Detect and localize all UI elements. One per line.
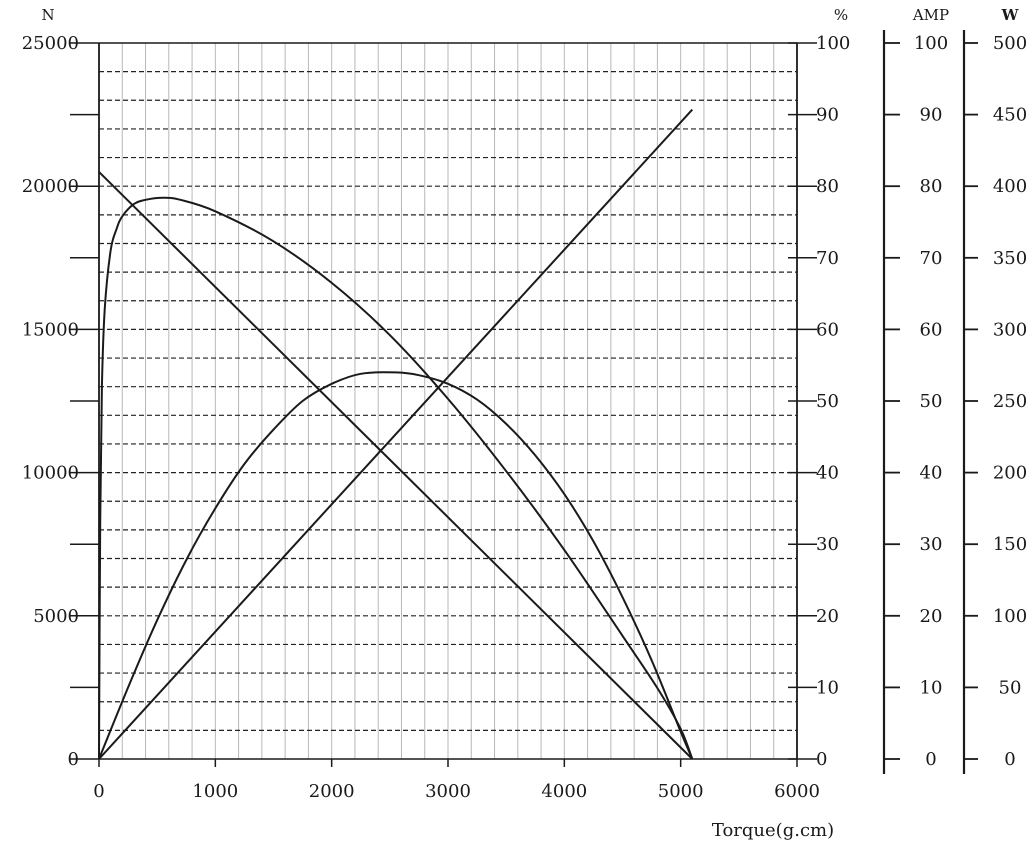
- power-axis-unit: W: [1001, 6, 1020, 24]
- current-tick-label: 70: [920, 248, 943, 269]
- current-tick-label: 90: [920, 105, 943, 126]
- speed-tick-label: 0: [68, 749, 79, 770]
- current-tick-label: 0: [925, 749, 936, 770]
- current-tick-label: 80: [920, 176, 943, 197]
- speed-tick-label: 10000: [22, 463, 79, 484]
- efficiency-tick-label: 0: [816, 749, 827, 770]
- power-tick-label: 350: [993, 248, 1027, 269]
- current-tick-label: 100: [914, 33, 948, 54]
- efficiency-tick-label: 10: [816, 677, 839, 698]
- current-tick-label: 20: [920, 606, 943, 627]
- current-tick-label: 60: [920, 319, 943, 340]
- x-axis-title: Torque(g.cm): [712, 820, 834, 841]
- speed-tick-label: 20000: [22, 176, 79, 197]
- efficiency-tick-label: 80: [816, 176, 839, 197]
- power-tick-label: 300: [993, 319, 1027, 340]
- current-axis-unit: AMP: [912, 6, 949, 24]
- x-tick-label: 5000: [658, 781, 704, 802]
- power-tick-label: 400: [993, 176, 1027, 197]
- power-tick-label: 200: [993, 463, 1027, 484]
- efficiency-curve: [98, 196, 694, 760]
- efficiency-tick-label: 60: [816, 319, 839, 340]
- power-tick-label: 250: [993, 391, 1027, 412]
- efficiency-tick-label: 70: [816, 248, 839, 269]
- speed-axis-unit: N: [41, 6, 54, 24]
- grid: [99, 43, 797, 759]
- current-curve: [98, 108, 694, 760]
- current-tick-label: 50: [920, 391, 943, 412]
- efficiency-tick-label: 50: [816, 391, 839, 412]
- efficiency-tick-label: 40: [816, 463, 839, 484]
- x-tick-label: 6000: [774, 781, 820, 802]
- speed-tick-label: 25000: [22, 33, 79, 54]
- x-tick-label: 2000: [309, 781, 355, 802]
- power-tick-label: 100: [993, 606, 1027, 627]
- power-tick-label: 0: [1004, 749, 1015, 770]
- power-tick-label: 50: [999, 677, 1022, 698]
- curves: [98, 108, 694, 760]
- power-tick-label: 500: [993, 33, 1027, 54]
- axes: 0500010000150002000025000010203040506070…: [22, 30, 1027, 802]
- power-tick-label: 450: [993, 105, 1027, 126]
- speed-tick-label: 15000: [22, 319, 79, 340]
- x-tick-label: 1000: [192, 781, 238, 802]
- power-curve: [98, 371, 694, 760]
- efficiency-tick-label: 20: [816, 606, 839, 627]
- current-tick-label: 10: [920, 677, 943, 698]
- x-tick-label: 4000: [541, 781, 587, 802]
- x-tick-label: 0: [93, 781, 104, 802]
- current-tick-label: 30: [920, 534, 943, 555]
- efficiency-tick-label: 90: [816, 105, 839, 126]
- current-tick-label: 40: [920, 463, 943, 484]
- speed-curve: [98, 171, 694, 760]
- efficiency-axis-unit: %: [834, 6, 848, 24]
- efficiency-tick-label: 100: [816, 33, 850, 54]
- x-tick-label: 3000: [425, 781, 471, 802]
- power-tick-label: 150: [993, 534, 1027, 555]
- efficiency-tick-label: 30: [816, 534, 839, 555]
- speed-tick-label: 5000: [33, 606, 79, 627]
